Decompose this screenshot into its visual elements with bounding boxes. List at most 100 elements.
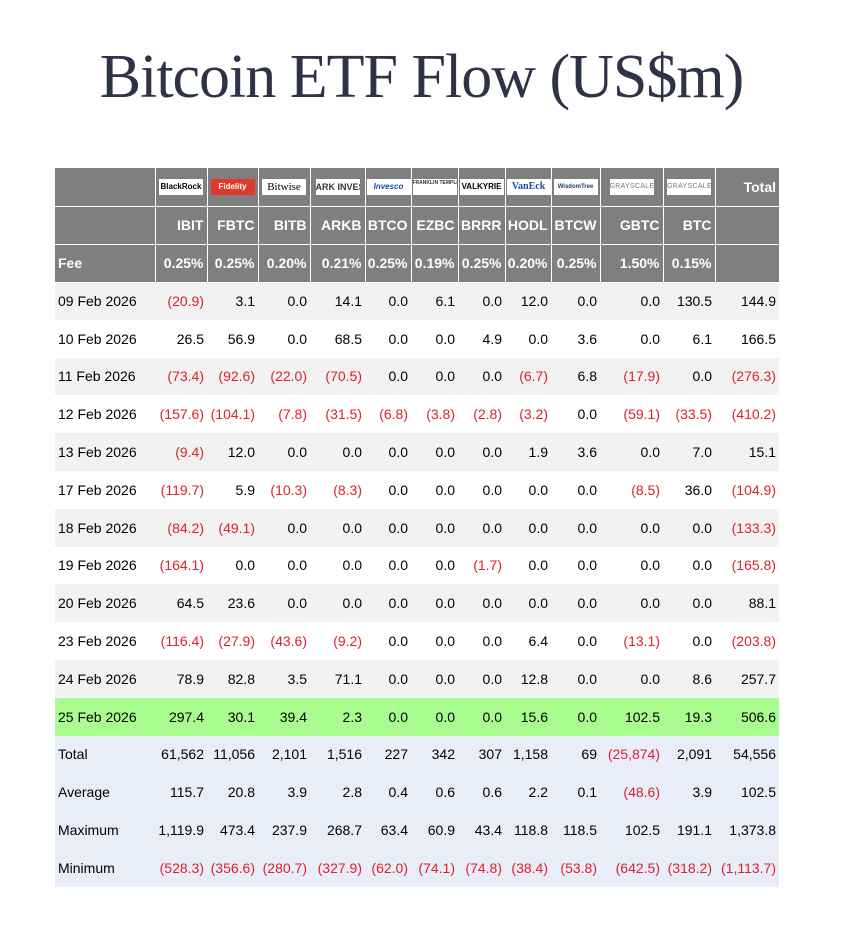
flow-cell: 71.1: [310, 659, 365, 698]
flow-cell: 0.0: [551, 470, 600, 509]
flow-cell: (116.4): [155, 622, 207, 660]
date-cell: 13 Feb 2026: [55, 433, 155, 471]
flow-cell: 0.0: [458, 433, 505, 471]
table-row: 09 Feb 2026 (20.9) 3.1 0.0 14.1 0.0 6.1 0.0 12.0…: [55, 282, 779, 320]
flow-cell: 0.0: [551, 546, 600, 585]
flow-cell: 3.1: [207, 282, 258, 320]
flow-cell: 0.0: [551, 508, 600, 547]
flow-cell: (9.2): [310, 622, 365, 660]
logo-cell: Invesco: [365, 168, 412, 207]
flow-cell: (49.1): [207, 508, 258, 547]
date-cell: 24 Feb 2026: [55, 659, 155, 698]
stat-cell: 473.4: [207, 811, 258, 849]
flow-cell: 26.5: [155, 319, 207, 358]
table-row: 12 Feb 2026 (157.6) (104.1) (7.8) (31.5) (6.8…: [55, 395, 779, 434]
flow-cell: 0.0: [458, 282, 505, 320]
stat-cell: 61,562: [155, 735, 207, 774]
flow-cell: 30.1: [207, 697, 258, 736]
stat-cell: 60.9: [411, 811, 458, 849]
stat-cell: (280.7): [258, 848, 310, 887]
flow-cell: 0.0: [551, 659, 600, 698]
flow-cell: 6.1: [663, 319, 715, 358]
flow-cell: 0.0: [458, 659, 505, 698]
logo-cell: FRANKLIN TEMPLETON: [411, 168, 459, 207]
ticker-bitb: BITB: [258, 206, 311, 245]
flow-cell: 64.5: [155, 584, 207, 623]
fidelity-logo: Fidelity: [210, 179, 255, 196]
blackrock-logo: BlackRock: [159, 179, 203, 196]
stat-cell: 227: [365, 735, 411, 774]
stat-cell: 268.7: [310, 811, 365, 849]
logo-row: BlackRock Fidelity Bitwise ARK INVEST Invesc…: [55, 168, 779, 207]
ticker-ibit: IBIT: [155, 206, 208, 245]
flow-cell: 36.0: [663, 470, 715, 509]
stat-cell: (38.4): [505, 848, 551, 887]
flow-cell: 0.0: [600, 508, 663, 547]
flow-cell: 0.0: [365, 433, 411, 471]
date-cell: 12 Feb 2026: [55, 395, 155, 434]
stat-cell: 69: [551, 735, 600, 774]
flow-cell: 0.0: [258, 433, 310, 471]
ticker-ezbc: EZBC: [411, 206, 459, 245]
fee-value: 1.50%: [600, 244, 664, 283]
stat-cell: (327.9): [310, 848, 365, 887]
flow-cell: (3.2): [505, 395, 551, 434]
fee-value: 0.25%: [458, 244, 506, 283]
grayscale-logo: GRAYSCALE: [609, 179, 654, 196]
stat-cell: 118.8: [505, 811, 551, 849]
stat-cell: 237.9: [258, 811, 310, 849]
page-title: Bitcoin ETF Flow (US$m): [99, 43, 745, 111]
logo-cell: WisdomTree: [551, 168, 601, 207]
flow-cell: 0.0: [458, 622, 505, 660]
flow-cell: 56.9: [207, 319, 258, 358]
flow-cell: 0.0: [365, 357, 411, 396]
flow-cell: 2.3: [310, 697, 365, 736]
flow-cell: 0.0: [411, 697, 458, 736]
table-row: 19 Feb 2026 (164.1) 0.0 0.0 0.0 0.0 0.0 (1.7) 0.…: [55, 546, 779, 585]
stat-cell: 0.4: [365, 773, 411, 812]
flow-cell: (6.8): [365, 395, 411, 434]
flow-cell: (92.6): [207, 357, 258, 396]
stat-cell: (356.6): [207, 848, 258, 887]
stat-cell: (62.0): [365, 848, 411, 887]
flow-cell: 0.0: [458, 508, 505, 547]
table-row: 11 Feb 2026 (73.4) (92.6) (22.0) (70.5) 0.0 0.…: [55, 357, 779, 396]
flow-cell: 0.0: [600, 282, 663, 320]
flow-cell: 3.6: [551, 433, 600, 471]
date-cell: 25 Feb 2026: [55, 697, 155, 736]
flow-cell: (84.2): [155, 508, 207, 547]
header-empty-cell: [55, 206, 156, 245]
flow-cell: 0.0: [258, 584, 310, 623]
flow-cell: 12.0: [207, 433, 258, 471]
stat-cell: 118.5: [551, 811, 600, 849]
total-cell: (133.3): [715, 508, 779, 547]
stat-cell: (318.2): [663, 848, 715, 887]
flow-cell: (17.9): [600, 357, 663, 396]
flow-cell: 0.0: [365, 584, 411, 623]
stat-label: Total: [55, 735, 155, 774]
flow-cell: 0.0: [551, 584, 600, 623]
date-cell: 18 Feb 2026: [55, 508, 155, 547]
flow-cell: 0.0: [458, 584, 505, 623]
header-empty-cell: [55, 168, 156, 207]
flow-cell: (33.5): [663, 395, 715, 434]
flow-cell: 6.1: [411, 282, 458, 320]
table-row: 10 Feb 2026 26.5 56.9 0.0 68.5 0.0 0.0 4.9 0.0 3.…: [55, 319, 779, 358]
vaneck-logo: VanEck: [506, 179, 550, 196]
table-row: 24 Feb 2026 78.9 82.8 3.5 71.1 0.0 0.0 0.0 12.8 0…: [55, 659, 779, 698]
stats-row-minimum: Minimum (528.3) (356.6) (280.7) (327.9) (62.0…: [55, 848, 779, 887]
total-cell: 15.1: [715, 433, 779, 471]
flow-cell: (43.6): [258, 622, 310, 660]
stat-cell: (25,874): [600, 735, 663, 774]
valkyrie-logo: VALKYRIE: [459, 179, 504, 196]
stat-cell: 3.9: [258, 773, 310, 812]
date-cell: 19 Feb 2026: [55, 546, 155, 585]
flow-cell: 0.0: [258, 508, 310, 547]
flow-cell: 82.8: [207, 659, 258, 698]
logo-cell: Fidelity: [207, 168, 259, 207]
flow-cell: 0.0: [365, 470, 411, 509]
table-row: 23 Feb 2026 (116.4) (27.9) (43.6) (9.2) 0.0 0.…: [55, 622, 779, 660]
ticker-hodl: HODL: [505, 206, 552, 245]
stat-cell: 0.1: [551, 773, 600, 812]
bitwise-logo: Bitwise: [262, 179, 306, 196]
